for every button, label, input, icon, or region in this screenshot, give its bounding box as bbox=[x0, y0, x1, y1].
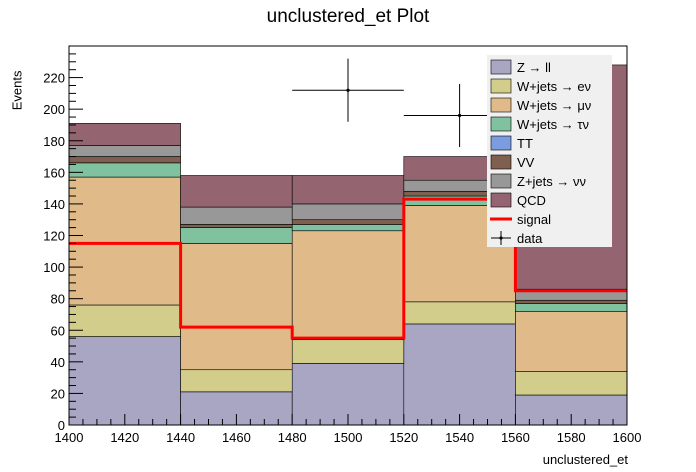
y-tick-label: 80 bbox=[51, 292, 65, 307]
x-tick-label: 1400 bbox=[55, 430, 84, 445]
legend-swatch-6 bbox=[490, 173, 512, 189]
bar-series-1-bin-3 bbox=[403, 301, 516, 325]
x-tick-label: 1460 bbox=[222, 430, 251, 445]
data-point-0 bbox=[346, 88, 350, 92]
series-1-group bbox=[68, 301, 628, 396]
x-tick-label: 1480 bbox=[278, 430, 307, 445]
legend-swatch-4 bbox=[490, 135, 512, 151]
legend-swatch-5 bbox=[490, 154, 512, 170]
y-tick-label: 0 bbox=[58, 418, 65, 433]
legend-label-3: W+jets → τν bbox=[517, 117, 589, 132]
bar-series-7-bin-2 bbox=[291, 175, 405, 205]
legend-swatch-2 bbox=[490, 97, 512, 113]
x-tick-label: 1600 bbox=[613, 430, 642, 445]
series-2-group bbox=[68, 176, 628, 372]
y-tick-label: 40 bbox=[51, 355, 65, 370]
legend-marker-dot bbox=[499, 236, 503, 240]
bar-series-5-bin-0 bbox=[68, 156, 181, 164]
bar-series-1-bin-4 bbox=[515, 371, 628, 396]
legend-swatch-3 bbox=[490, 116, 512, 132]
y-tick-label: 180 bbox=[43, 134, 65, 149]
legend-swatch-7 bbox=[490, 192, 512, 208]
bar-series-2-bin-4 bbox=[515, 310, 628, 372]
x-axis-label: unclustered_et bbox=[542, 452, 628, 467]
legend-label-1: W+jets → eν bbox=[517, 79, 591, 94]
bar-series-6-bin-0 bbox=[68, 145, 181, 157]
data-point-1 bbox=[458, 113, 462, 118]
legend-label-5: VV bbox=[517, 155, 535, 170]
y-tick-label: 160 bbox=[43, 165, 65, 180]
x-tick-label: 1440 bbox=[166, 430, 195, 445]
bar-series-3-bin-1 bbox=[180, 227, 293, 244]
legend-label-2: W+jets → μν bbox=[517, 98, 591, 113]
y-tick-label: 20 bbox=[51, 386, 65, 401]
chart-title: unclustered_et Plot bbox=[266, 6, 430, 27]
y-tick-label: 220 bbox=[43, 71, 65, 86]
bar-series-5-bin-2 bbox=[291, 219, 405, 225]
x-tick-label: 1500 bbox=[334, 430, 363, 445]
bar-series-2-bin-0 bbox=[68, 176, 181, 306]
y-tick-label: 200 bbox=[43, 102, 65, 117]
x-tick-label: 1520 bbox=[389, 430, 418, 445]
legend-label-7: QCD bbox=[517, 193, 546, 208]
bar-series-7-bin-1 bbox=[180, 175, 293, 208]
bar-series-3-bin-0 bbox=[68, 162, 181, 178]
bar-series-3-bin-4 bbox=[515, 303, 628, 312]
bar-series-2-bin-1 bbox=[180, 243, 293, 371]
x-tick-label: 1580 bbox=[557, 430, 586, 445]
bar-series-5-bin-1 bbox=[180, 224, 293, 228]
bar-series-1-bin-0 bbox=[68, 304, 181, 337]
bar-series-5-bin-4 bbox=[515, 299, 628, 304]
bar-series-0-bin-0 bbox=[68, 336, 181, 426]
legend-label-8: signal bbox=[517, 212, 551, 227]
x-tick-label: 1420 bbox=[110, 430, 139, 445]
x-tick-label: 1540 bbox=[445, 430, 474, 445]
bar-series-1-bin-1 bbox=[180, 369, 293, 393]
bar-series-6-bin-2 bbox=[291, 203, 405, 221]
bar-series-1-bin-2 bbox=[291, 339, 405, 364]
bar-series-0-bin-3 bbox=[403, 323, 516, 426]
y-tick-label: 60 bbox=[51, 323, 65, 338]
bar-series-6-bin-1 bbox=[180, 206, 293, 225]
y-tick-label: 120 bbox=[43, 229, 65, 244]
bar-series-2-bin-2 bbox=[291, 230, 405, 341]
bar-series-7-bin-0 bbox=[68, 123, 181, 146]
bar-series-3-bin-2 bbox=[291, 224, 405, 232]
legend-swatch-1 bbox=[490, 78, 512, 94]
legend-label-0: Z → ll bbox=[517, 60, 551, 75]
x-tick-label: 1560 bbox=[501, 430, 530, 445]
legend-label-4: TT bbox=[517, 136, 533, 151]
legend-swatch-0 bbox=[490, 59, 512, 75]
y-tick-label: 100 bbox=[43, 260, 65, 275]
legend: Z → ll W+jets → eν W+jets → μν W+jets → τν T… bbox=[487, 55, 612, 247]
legend-label-6: Z+jets → νν bbox=[517, 174, 586, 189]
legend-label-9: data bbox=[517, 231, 543, 246]
y-tick-label: 140 bbox=[43, 197, 65, 212]
